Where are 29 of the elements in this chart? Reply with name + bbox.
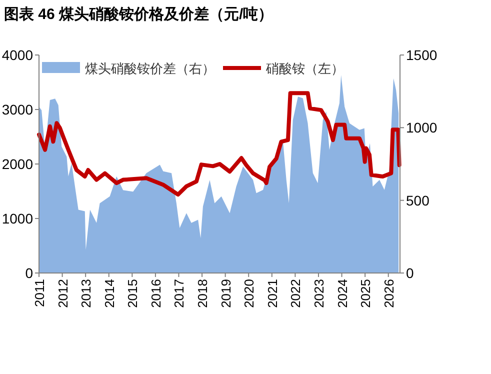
x-tick-label: 2020 (242, 279, 257, 308)
x-tick-label: 2011 (32, 279, 47, 307)
x-tick-label: 2016 (148, 279, 164, 308)
x-tick-label: 2019 (218, 279, 234, 308)
y2-tick-label: 500 (406, 192, 430, 208)
x-tick-label: 2021 (264, 279, 280, 308)
y2-tick-label: 1500 (406, 47, 438, 63)
x-tick-label: 2023 (311, 279, 326, 308)
legend-label: 煤头硝酸铵价差（右） (85, 61, 215, 76)
x-tick-label: 2025 (358, 279, 374, 308)
x-tick-label: 2022 (288, 279, 304, 308)
y-tick-label: 3000 (2, 102, 34, 118)
y2-tick-label: 1000 (406, 120, 438, 136)
y2-tick-label: 0 (406, 265, 414, 281)
x-tick-label: 2015 (125, 279, 140, 308)
line-series (37, 91, 402, 197)
x-tick-label: 2026 (381, 279, 396, 308)
chart-title: 图表 46 煤头硝酸铵价格及价差（元/吨） (4, 6, 274, 23)
x-tick-label: 2013 (78, 279, 94, 308)
legend-label: 硝酸铵（左） (265, 61, 344, 76)
y-tick-label: 1000 (2, 210, 34, 226)
y-tick-label: 4000 (2, 47, 34, 63)
x-tick-label: 2017 (172, 279, 187, 308)
y-tick-label: 0 (25, 265, 34, 281)
x-tick-label: 2012 (55, 279, 70, 308)
x-tick-label: 2014 (102, 279, 117, 308)
x-tick-label: 2024 (334, 279, 350, 308)
x-tick-label: 2018 (195, 279, 210, 308)
y-tick-label: 2000 (2, 156, 34, 172)
